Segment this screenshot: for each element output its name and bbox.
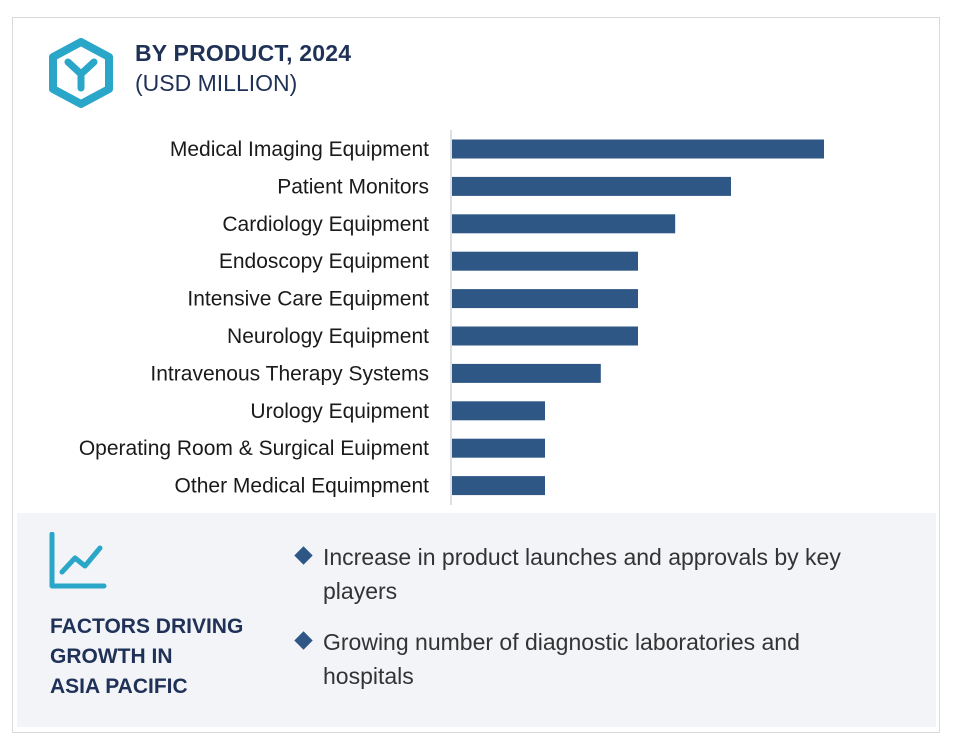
factors-title-line: GROWTH IN <box>50 645 173 668</box>
bar <box>452 326 638 346</box>
factors-panel <box>17 513 936 727</box>
bar <box>452 176 731 196</box>
factor-text: Growing number of diagnostic laboratorie… <box>323 629 800 689</box>
hexagon-y-icon <box>49 38 113 108</box>
bar <box>452 289 638 309</box>
bar <box>452 401 545 421</box>
chart-subtitle: (USD MILLION) <box>135 70 298 96</box>
category-label: Medical Imaging Equipment <box>170 138 429 161</box>
category-label: Intravenous Therapy Systems <box>150 362 429 385</box>
factors-title-line: ASIA PACIFIC <box>50 675 188 698</box>
category-label: Patient Monitors <box>277 175 429 198</box>
category-label: Intensive Care Equipment <box>187 288 429 311</box>
trend-chart-icon <box>49 532 107 589</box>
bar <box>452 476 545 496</box>
bar <box>452 438 545 458</box>
factors-title-line: FACTORS DRIVING <box>50 615 244 638</box>
factors-title: FACTORS DRIVING GROWTH IN ASIA PACIFIC <box>50 612 270 702</box>
category-label: Operating Room & Surgical Euipment <box>79 437 429 460</box>
bar <box>452 363 601 383</box>
category-label: Endoscopy Equipment <box>219 250 429 273</box>
bar <box>452 251 638 271</box>
chart-title: BY PRODUCT, 2024 <box>135 40 352 66</box>
category-label: Cardiology Equipment <box>222 213 429 236</box>
bar <box>452 139 824 159</box>
factor-text: Increase in product launches and approva… <box>323 544 841 604</box>
category-label: Other Medical Equimpment <box>175 475 430 498</box>
category-label: Urology Equipment <box>250 400 429 423</box>
category-label: Neurology Equipment <box>227 325 429 348</box>
bar <box>452 214 676 234</box>
